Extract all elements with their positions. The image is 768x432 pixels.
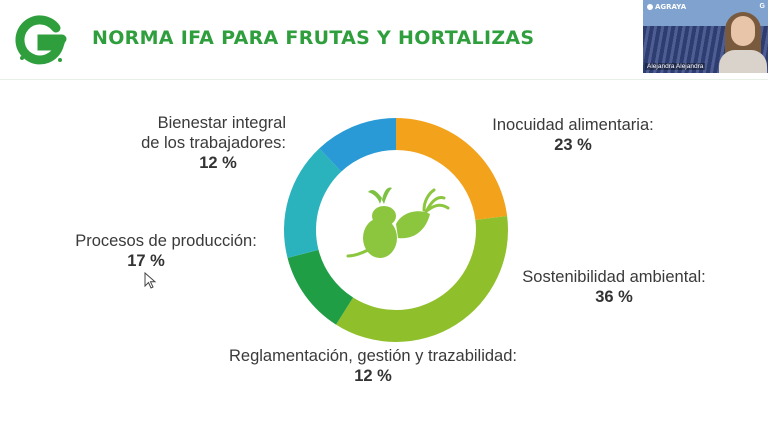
- donut-slice-2: [335, 215, 508, 342]
- label-procesos: Procesos de producción: 17 %: [52, 231, 280, 271]
- label-reglamentacion-name: Reglamentación, gestión y trazabilidad:: [228, 347, 517, 365]
- label-procesos-name: Procesos de producción:: [75, 232, 257, 250]
- label-bienestar-line2: de los trabajadores:: [141, 134, 286, 152]
- donut-chart: [284, 118, 508, 342]
- label-reglamentacion-pct: 12 %: [354, 367, 392, 385]
- vegetables-icon: [346, 187, 450, 258]
- video-brand-text: AGRAYA: [655, 3, 687, 11]
- participant-name: Alejandra Alejandra: [645, 63, 706, 70]
- donut-slice-4: [284, 148, 342, 258]
- video-corner-logo: G: [759, 3, 765, 10]
- participant-face: [731, 16, 755, 46]
- donut-slice-5: [319, 118, 396, 172]
- label-bienestar-line1: Bienestar integral: [157, 114, 286, 132]
- video-brand-logo: AGRAYA: [647, 3, 686, 11]
- label-reglamentacion: Reglamentación, gestión y trazabilidad: …: [190, 346, 556, 386]
- label-inocuidad-name: Inocuidad alimentaria:: [492, 116, 654, 134]
- label-inocuidad: Inocuidad alimentaria: 23 %: [466, 115, 680, 155]
- label-inocuidad-pct: 23 %: [554, 136, 592, 154]
- brand-logo-icon: [647, 4, 653, 10]
- green-g-logo-icon: [14, 14, 68, 68]
- label-sostenibilidad: Sostenibilidad ambiental: 36 %: [500, 267, 728, 307]
- page-title: NORMA IFA PARA FRUTAS Y HORTALIZAS: [92, 27, 535, 49]
- label-sostenibilidad-pct: 36 %: [595, 288, 633, 306]
- donut-slice-3: [287, 249, 354, 325]
- participant-video-thumbnail[interactable]: AGRAYA G Alejandra Alejandra: [643, 0, 768, 73]
- mouse-pointer-icon: [144, 272, 157, 289]
- label-sostenibilidad-name: Sostenibilidad ambiental:: [522, 268, 706, 286]
- label-procesos-pct: 17 %: [127, 252, 165, 270]
- label-bienestar: Bienestar integral de los trabajadores: …: [120, 113, 286, 173]
- participant-body: [719, 50, 767, 73]
- label-bienestar-pct: 12 %: [199, 154, 237, 172]
- donut-slice-1: [396, 118, 508, 220]
- title-divider: [0, 79, 768, 80]
